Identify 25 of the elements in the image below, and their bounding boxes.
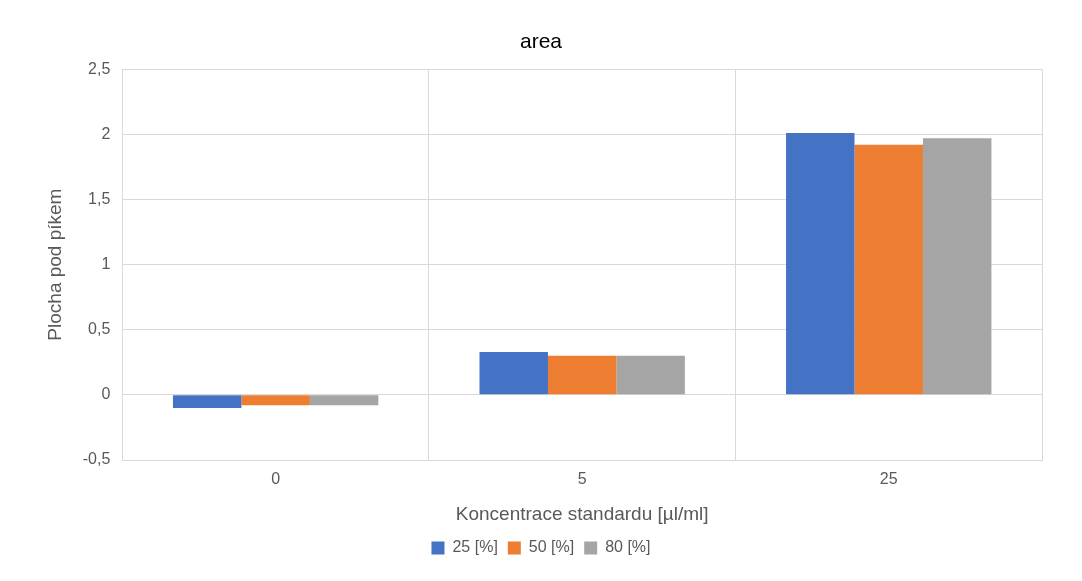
bar bbox=[547, 355, 617, 395]
y-tick-label: 0,5 bbox=[88, 320, 111, 338]
bar bbox=[309, 395, 379, 406]
bar bbox=[854, 144, 923, 395]
legend-label: 25 [%] bbox=[452, 538, 498, 556]
bar bbox=[172, 395, 242, 408]
x-tick-label: 5 bbox=[577, 470, 587, 488]
x-tick-label: 0 bbox=[271, 470, 281, 488]
y-axis-title: Plocha pod píkem bbox=[43, 188, 65, 341]
x-tick-label: 25 bbox=[879, 470, 898, 488]
bar bbox=[241, 395, 310, 406]
y-tick-label: 2 bbox=[101, 124, 111, 142]
y-tick-label: 1,5 bbox=[88, 189, 111, 207]
y-tick-label: -0,5 bbox=[82, 450, 111, 468]
legend-label: 50 [%] bbox=[528, 538, 575, 556]
bar bbox=[922, 138, 992, 395]
y-tick-label: 0 bbox=[101, 385, 111, 403]
bar bbox=[479, 351, 548, 395]
bar bbox=[616, 355, 685, 395]
y-tick-label: 1 bbox=[101, 255, 111, 273]
legend-label: 80 [%] bbox=[605, 538, 651, 556]
y-tick-label: 2,5 bbox=[88, 59, 111, 77]
x-axis-title: Koncentrace standardu [µl/ml] bbox=[455, 502, 709, 524]
bar bbox=[786, 133, 855, 395]
chart-title: area bbox=[519, 29, 563, 53]
